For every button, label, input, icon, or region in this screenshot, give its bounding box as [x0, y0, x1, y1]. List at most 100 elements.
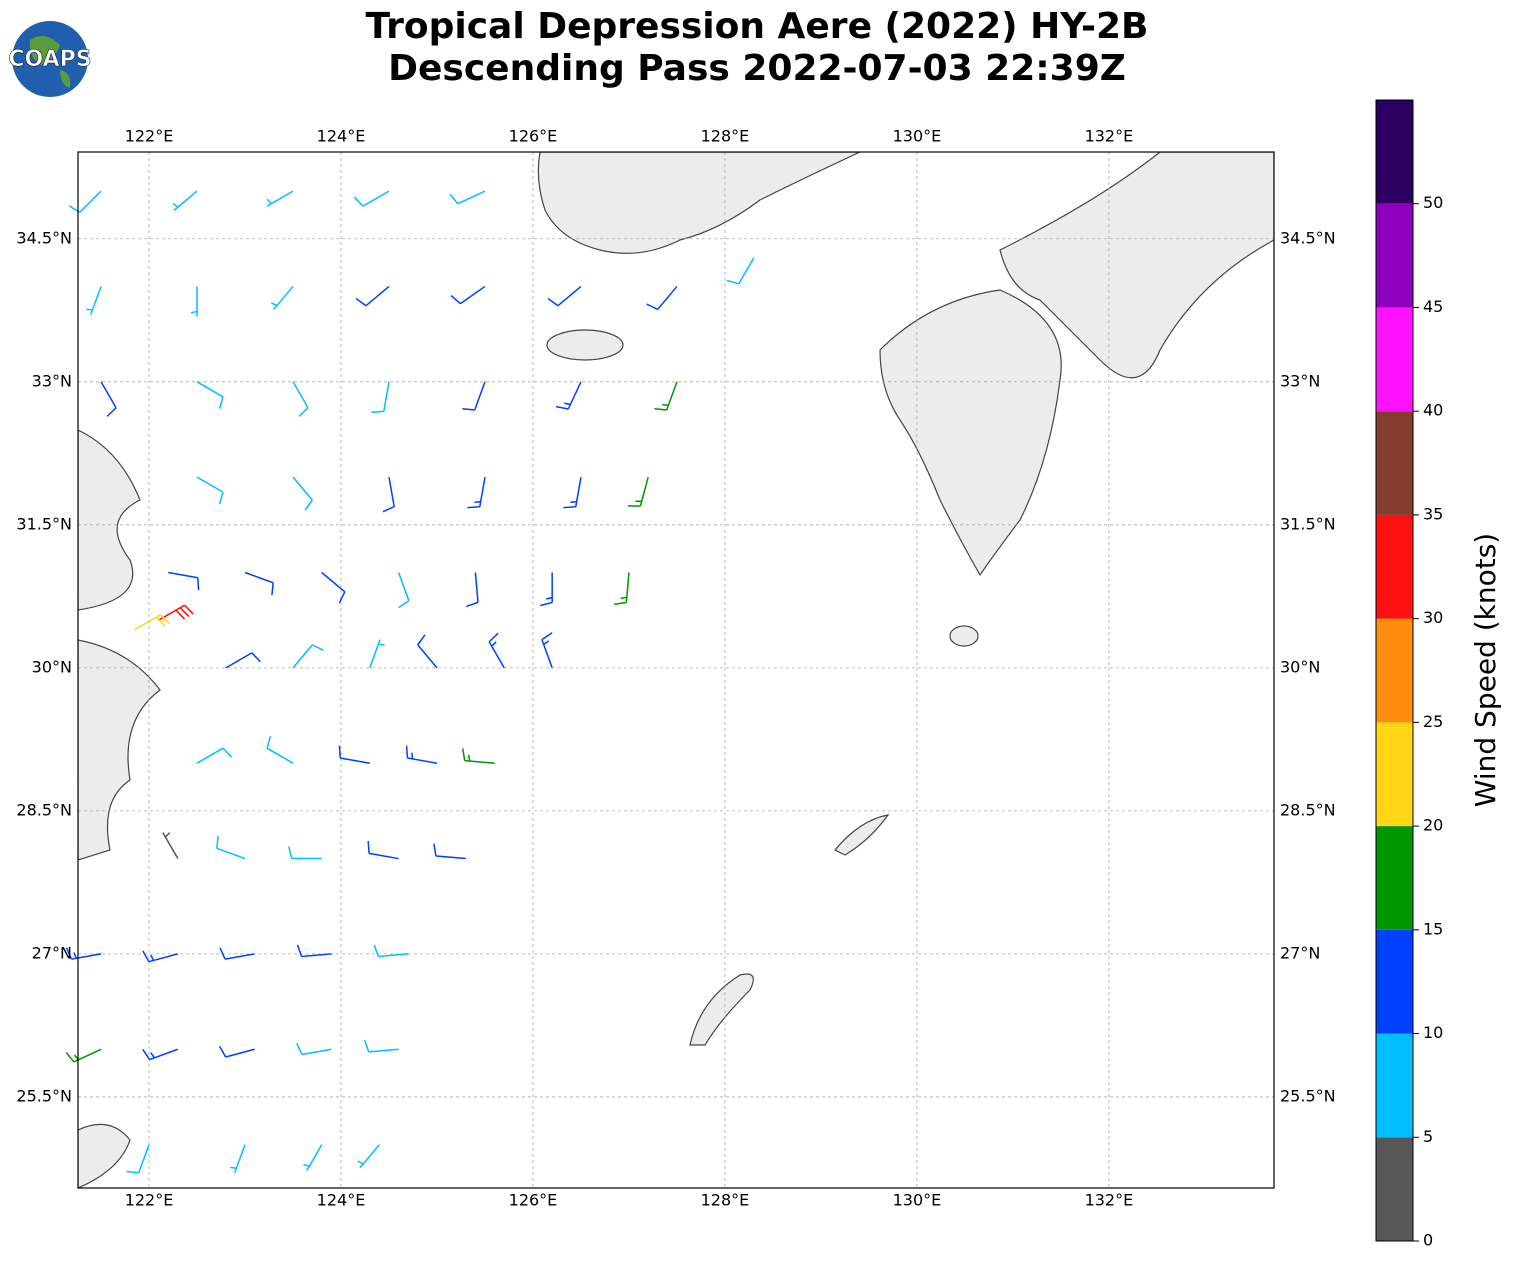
wind-barb [296, 944, 332, 958]
y-tick-label: 27°N [32, 943, 72, 962]
colorbar-segment [1376, 514, 1413, 619]
colorbar: 0 5 10 15 20 25 30 35 40 45 50 [1375, 99, 1443, 1250]
colorbar-segment [1376, 307, 1413, 412]
x-tick-label: 122°E [125, 127, 174, 146]
wind-barb [654, 381, 678, 411]
honshu-shikoku [999, 152, 1274, 379]
wind-barb [86, 286, 102, 315]
x-tick-label: 124°E [317, 127, 366, 146]
wind-barb [292, 644, 324, 669]
okinawa [689, 973, 754, 1046]
wind-barb [467, 477, 486, 509]
wind-barb [488, 632, 505, 669]
wind-barb [142, 950, 179, 963]
x-tick-label: 124°E [317, 1191, 366, 1210]
wind-barb [196, 747, 233, 764]
wind-barb [563, 477, 582, 509]
colorbar-tick-label: 15 [1423, 919, 1443, 938]
colorbar-segment [1376, 100, 1413, 204]
wind-barb [397, 572, 410, 609]
wind-barb [646, 285, 678, 311]
wind-barb [292, 476, 313, 511]
y-tick-label: 25.5°N [16, 1086, 72, 1105]
subtitle: Descending Pass 2022-07-03 22:39Z [388, 48, 1126, 89]
wind-barb [219, 947, 255, 960]
wind-barb [100, 381, 117, 417]
colorbar-tick-label: 50 [1423, 193, 1443, 212]
wind-barb [357, 1144, 380, 1169]
y-tick-label: 34.5°N [16, 228, 72, 247]
wind-barb [162, 832, 179, 859]
wind-barb [449, 190, 486, 205]
wind-barb [321, 571, 346, 604]
y-tick-label: 25.5°N [1280, 1086, 1336, 1105]
x-tick-label: 126°E [509, 127, 558, 146]
x-tick-label: 126°E [509, 1191, 558, 1210]
wind-barb [288, 846, 322, 860]
korea [537, 152, 861, 254]
wind-barb [271, 285, 294, 310]
wind-barb [126, 1144, 150, 1174]
wind-barb [369, 639, 385, 669]
colorbar-segment [1376, 929, 1413, 1034]
wind-barb [367, 840, 399, 860]
x-tick-label: 132°E [1085, 1191, 1134, 1210]
logo: COAPS [8, 21, 92, 97]
wind-barb [726, 257, 755, 285]
colorbar-label: Wind Speed (knots) [1469, 533, 1502, 807]
wind-barb [556, 381, 582, 410]
wind-barb [353, 190, 390, 207]
colorbar-segment [1376, 618, 1413, 723]
y-tick-label: 30°N [32, 657, 72, 676]
wind-barb [266, 190, 294, 207]
wind-barb [433, 843, 466, 860]
wind-barb [405, 745, 438, 764]
x-tick-label: 128°E [701, 127, 750, 146]
wind-barb [168, 571, 200, 591]
y-tick-label: 31.5°N [1280, 514, 1336, 533]
china-coast [78, 429, 161, 861]
wind-barb [196, 476, 224, 505]
wind-barb [382, 477, 395, 513]
y-tick-label: 33°N [1280, 371, 1320, 390]
colorbar-tick-label: 35 [1423, 504, 1443, 523]
colorbar-tick-label: 45 [1423, 297, 1443, 316]
wind-barb [462, 748, 495, 764]
colorbar-tick-label: 25 [1423, 712, 1443, 731]
wind-barb [225, 652, 261, 669]
wind-barb [172, 190, 198, 211]
map-frame [77, 151, 1275, 1189]
wind-barb [65, 1048, 102, 1063]
wind-barb [371, 381, 390, 413]
x-tick-label: 132°E [1085, 127, 1134, 146]
colorbar-segment [1376, 411, 1413, 515]
land-layer [78, 152, 1274, 1188]
wind-barb [628, 476, 649, 507]
colorbar-segment [1376, 722, 1413, 827]
y-tick-label: 33°N [32, 371, 72, 390]
wind-barb [142, 1048, 179, 1061]
tick-layer: 122°E 122°E 124°E 124°E 126°E 126°E 128°E 128°E… [16, 127, 1335, 1210]
logo-land [29, 36, 71, 88]
colorbar-segment [1376, 203, 1413, 308]
x-tick-label: 130°E [893, 127, 942, 146]
yakushima [949, 625, 979, 647]
wind-barb [541, 632, 553, 669]
y-tick-label: 28.5°N [16, 800, 72, 819]
wind-barb [296, 1042, 332, 1056]
wind-barb [417, 634, 438, 669]
wind-barb [230, 1144, 246, 1174]
wind-barb [355, 285, 390, 307]
x-tick-label: 128°E [701, 1191, 750, 1210]
wind-barb [196, 381, 224, 409]
colorbar-frame [1375, 99, 1414, 1242]
x-tick-label: 130°E [893, 1191, 942, 1210]
y-tick-label: 31.5°N [16, 514, 72, 533]
colorbar-tick-label: 10 [1423, 1023, 1443, 1042]
taiwan [78, 1123, 131, 1188]
wind-barb [466, 572, 479, 608]
wind-barb [539, 572, 553, 607]
logo-text: COAPS [8, 47, 91, 72]
colorbar-segment [1376, 826, 1413, 930]
